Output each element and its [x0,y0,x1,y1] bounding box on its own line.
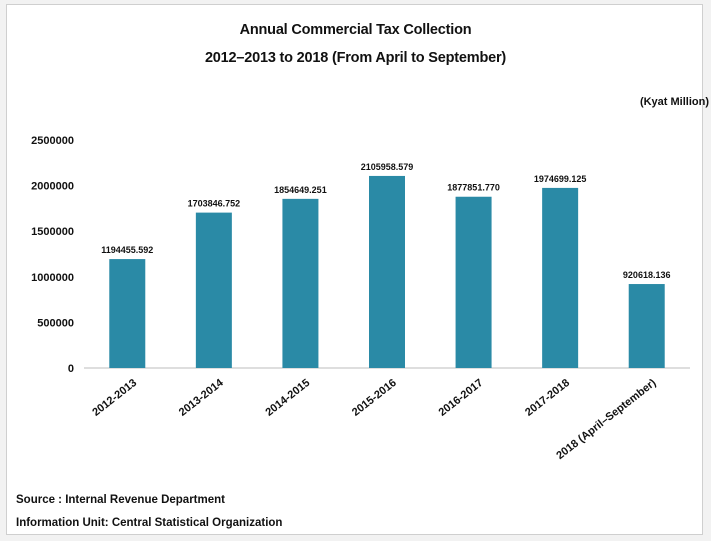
bar [109,259,146,368]
bar [628,284,665,368]
chart-title: Annual Commercial Tax Collection [239,22,472,38]
info-unit-note: Information Unit: Central Statistical Or… [16,517,283,529]
y-tick-label: 2500000 [31,135,74,147]
x-tick-label: 2014-2015 [263,377,312,419]
y-tick-label: 1000000 [31,272,74,284]
data-label: 920618.136 [623,270,671,280]
bar [369,175,405,368]
bar [455,196,492,368]
data-label: 2105958.579 [361,162,414,172]
source-note: Source : Internal Revenue Department [16,494,225,506]
x-tick-label: 2013-2014 [177,376,227,418]
bar [542,187,579,368]
data-label: 1194455.592 [101,245,153,255]
y-tick-label: 1500000 [31,226,74,238]
chart-subtitle: 2012–2013 to 2018 (From April to Septemb… [204,50,507,66]
y-tick-label: 0 [68,363,74,375]
x-tick-label: 2016-2017 [437,377,486,419]
bar [195,212,232,368]
x-tick-label: 2015-2016 [350,377,399,419]
data-label: 1974699.125 [534,174,587,184]
x-tick-label: 2012-2013 [90,377,139,419]
y-tick-label: 500000 [37,317,74,329]
x-tick-label: 2018 (April–September) [554,377,658,462]
data-label: 1703846.752 [188,199,241,209]
data-label: 1854649.251 [274,185,327,195]
x-tick-label: 2017-2018 [523,377,572,419]
unit-label: (Kyat Million) [639,96,709,108]
data-label: 1877851.770 [447,183,500,193]
y-tick-label: 2000000 [31,181,74,193]
bar [282,198,319,368]
